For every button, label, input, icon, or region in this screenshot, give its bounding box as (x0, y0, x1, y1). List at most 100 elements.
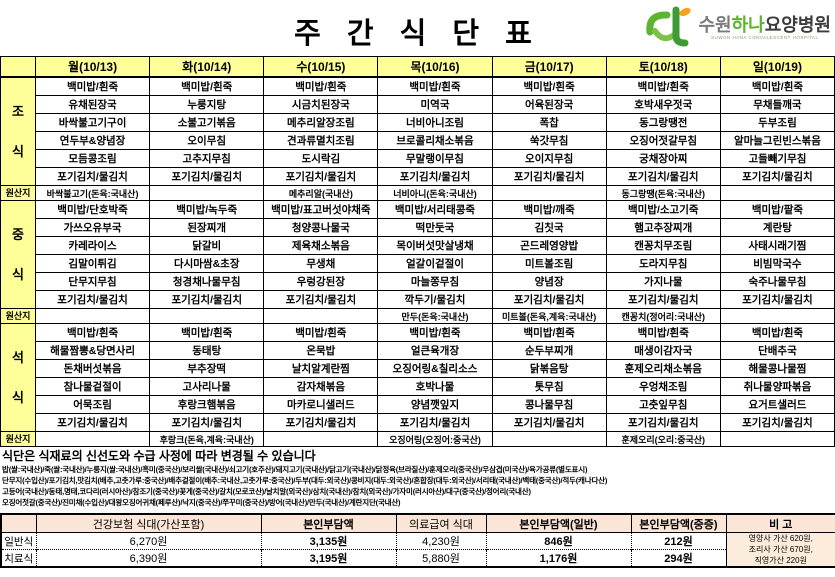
origin-label: 원산지 (0, 308, 36, 324)
price-header: 본인부담액(일반) (485, 513, 632, 533)
menu-cell: 동태탕 (149, 341, 265, 360)
menu-row: 모듬콩조림 고추지무침 도시락김 무말랭이무침 오이지무침 궁채장아찌 고들빼기무침 (1, 149, 835, 168)
menu-cell: 목이버섯맛살냉채 (377, 236, 493, 255)
price-header: 본인부담액 (260, 513, 397, 533)
menu-cell: 감자채볶음 (263, 377, 379, 396)
price-value: 6,390원 (35, 549, 261, 567)
hospital-name: 수원하나요양병원 (698, 15, 832, 36)
day-header: 목(10/16) (377, 56, 493, 78)
origin-cell: 훈제오리(오리:중국산) (605, 431, 721, 447)
menu-row: 돈채버섯볶음 부추장떡 날치알계란찜 오징어링&칠리소스 닭볶음탕 훈제오리채소볶음 해물콩… (1, 359, 835, 378)
menu-cell: 포기김치/물김치 (605, 290, 721, 309)
day-header: 화(10/14) (149, 56, 265, 78)
price-row-label: 일반식 (1, 532, 36, 550)
menu-cell: 닭갈비 (149, 236, 265, 255)
menu-cell: 포기김치/물김치 (377, 167, 493, 186)
menu-cell: 백미밥/흰죽 (263, 76, 379, 96)
origin-cell: 너비아니(돈육:국내산) (377, 185, 493, 201)
menu-row: 포기김치/물김치 포기김치/물김치 포기김치/물김치 포기김치/물김치 포기김치/물김치… (1, 167, 835, 186)
menu-cell: 얼갈이겉절이 (377, 254, 493, 273)
menu-cell: 동그랑땡전 (605, 113, 721, 132)
menu-cell: 마늘쫑무침 (377, 272, 493, 291)
menu-cell: 취나물양파볶음 (719, 377, 835, 396)
price-value: 1,176원 (485, 549, 631, 567)
menu-cell: 포기김치/물김치 (149, 167, 265, 186)
remark-cell: 영양사 가산 620원, 조리사 가산 670원, 직영가산 220원 (725, 532, 835, 567)
origin-cell: 오징어링(오징어:중국산) (377, 431, 493, 447)
day-header-row: 월(10/13) 화(10/14) 수(10/15) 목(10/16) 금(10/17)… (0, 56, 835, 78)
menu-cell: 두부조림 (719, 113, 835, 132)
day-header: 금(10/17) (491, 56, 607, 78)
origin-label: 원산지 (0, 431, 36, 447)
price-row: 일반식 6,270원 3,135원 4,230원 846원 212원 영양사 가산 620원… (1, 532, 835, 567)
menu-cell: 도라지무침 (605, 254, 721, 273)
menu-cell: 포기김치/물김치 (491, 413, 607, 432)
price-header: 비 고 (725, 513, 835, 533)
menu-cell: 단무지무침 (34, 272, 151, 291)
menu-cell: 포기김치/물김치 (719, 290, 835, 309)
origin-cell (719, 431, 835, 447)
origin-row: 원산지 후랑크(돈육,계육:국내산) 오징어링(오징어:중국산) 훈제오리(오리:중국… (0, 431, 835, 447)
menu-cell: 백미밥/흰죽 (719, 323, 835, 342)
menu-cell: 도시락김 (263, 149, 379, 168)
price-value: 4,230원 (395, 532, 486, 550)
origin-detail-line: 밥(쌀:국내산)/죽(쌀:국내산)/누룽지(쌀:국내산)/흑미(중국산)/보리쌀… (2, 465, 588, 474)
menu-cell: 고춧잎무침 (605, 395, 721, 414)
price-row: 치료식 6,390원 3,195원 5,880원 1,176원 294원 (1, 549, 835, 567)
price-header: 건강보험 식대(가산포함) (35, 513, 262, 533)
price-value: 846원 (485, 532, 631, 550)
menu-cell: 고들빼기무침 (719, 149, 835, 168)
menu-cell: 백미밥/흰죽 (491, 323, 607, 342)
menu-cell: 어묵조림 (34, 395, 151, 414)
menu-cell: 백미밥/흰죽 (149, 76, 265, 96)
origin-cell (491, 185, 607, 201)
menu-row: 가쓰오유부국 된장찌개 청양콩나물국 떡만둣국 김칫국 햄고추장찌개 계란탕 (1, 218, 835, 237)
price-header: 본인부담액(중증) (630, 513, 727, 533)
title-bar: 주 간 식 단 표 수원하나요양병원 SUWON HANA CONVALESCE… (0, 0, 835, 56)
price-value: 6,270원 (35, 532, 261, 550)
menu-cell: 백미밥/소고기죽 (605, 200, 721, 219)
origin-cell: 바싹불고기(돈육:국내산) (34, 185, 151, 201)
menu-cell: 포기김치/물김치 (605, 167, 721, 186)
notes-section: 식단은 식재료의 신선도와 수급 사정에 따라 변경될 수 있습니다 밥(쌀:국… (0, 447, 835, 508)
menu-cell: 비빔막국수 (719, 254, 835, 273)
remark-line: 영양사 가산 620원, (748, 534, 813, 543)
menu-row: 김말이튀김 다시마쌈&초장 무생채 얼갈이겉절이 미트볼조림 도라지무침 비빔막국수 (1, 254, 835, 273)
menu-cell: 백미밥/흰죽 (605, 76, 721, 96)
menu-cell: 캔꽁치무조림 (605, 236, 721, 255)
menu-cell: 무채들깨국 (719, 95, 835, 114)
menu-row: 포기김치/물김치 포기김치/물김치 포기김치/물김치 깍두기/물김치 포기김치/물김치 포… (1, 290, 835, 309)
menu-cell: 미역국 (377, 95, 493, 114)
day-header: 일(10/19) (719, 56, 835, 78)
menu-cell: 톳무침 (491, 377, 607, 396)
price-value: 3,135원 (260, 532, 396, 550)
origin-cell: 동그랑땡(돈육:국내산) (605, 185, 721, 201)
menu-cell: 너비아니조림 (377, 113, 493, 132)
menu-cell: 백미밥/흰죽 (34, 76, 151, 96)
menu-cell: 카레라이스 (34, 236, 151, 255)
menu-cell: 돈채버섯볶음 (34, 359, 151, 378)
menu-cell: 가지나물 (605, 272, 721, 291)
menu-cell: 호박새우젓국 (605, 95, 721, 114)
menu-row: 바싹불고기구이 소불고기볶음 메추리알장조림 너비아니조림 폭찹 동그랑땡전 두부조림 (1, 113, 835, 132)
hospital-name-english: SUWON HANA CONVALESCENT HOSPITAL (710, 35, 819, 41)
menu-cell: 백미밥/팥죽 (719, 200, 835, 219)
origin-cell (149, 185, 265, 201)
menu-cell: 포기김치/물김치 (263, 290, 379, 309)
origin-cell (34, 431, 151, 447)
menu-cell: 포기김치/물김치 (34, 290, 151, 309)
menu-cell: 메추리알장조림 (263, 113, 379, 132)
menu-cell: 고추지무침 (149, 149, 265, 168)
origin-cell: 캔꽁치(정어리:국내산) (605, 308, 721, 324)
menu-row: 석 식 백미밥/흰죽 백미밥/흰죽 백미밥/흰죽 백미밥/흰죽 백미밥/흰죽 백미밥/흰죽 백미… (0, 323, 835, 432)
menu-cell: 포기김치/물김치 (377, 413, 493, 432)
menu-cell: 시금치된장국 (263, 95, 379, 114)
menu-cell: 포기김치/물김치 (34, 167, 151, 186)
menu-cell: 백미밥/흰죽 (491, 76, 607, 96)
origin-cell: 미트볼(돈육,계육:국내산) (491, 308, 607, 324)
origin-cell (491, 431, 607, 447)
remark-line: 직영가산 220원 (754, 556, 807, 565)
